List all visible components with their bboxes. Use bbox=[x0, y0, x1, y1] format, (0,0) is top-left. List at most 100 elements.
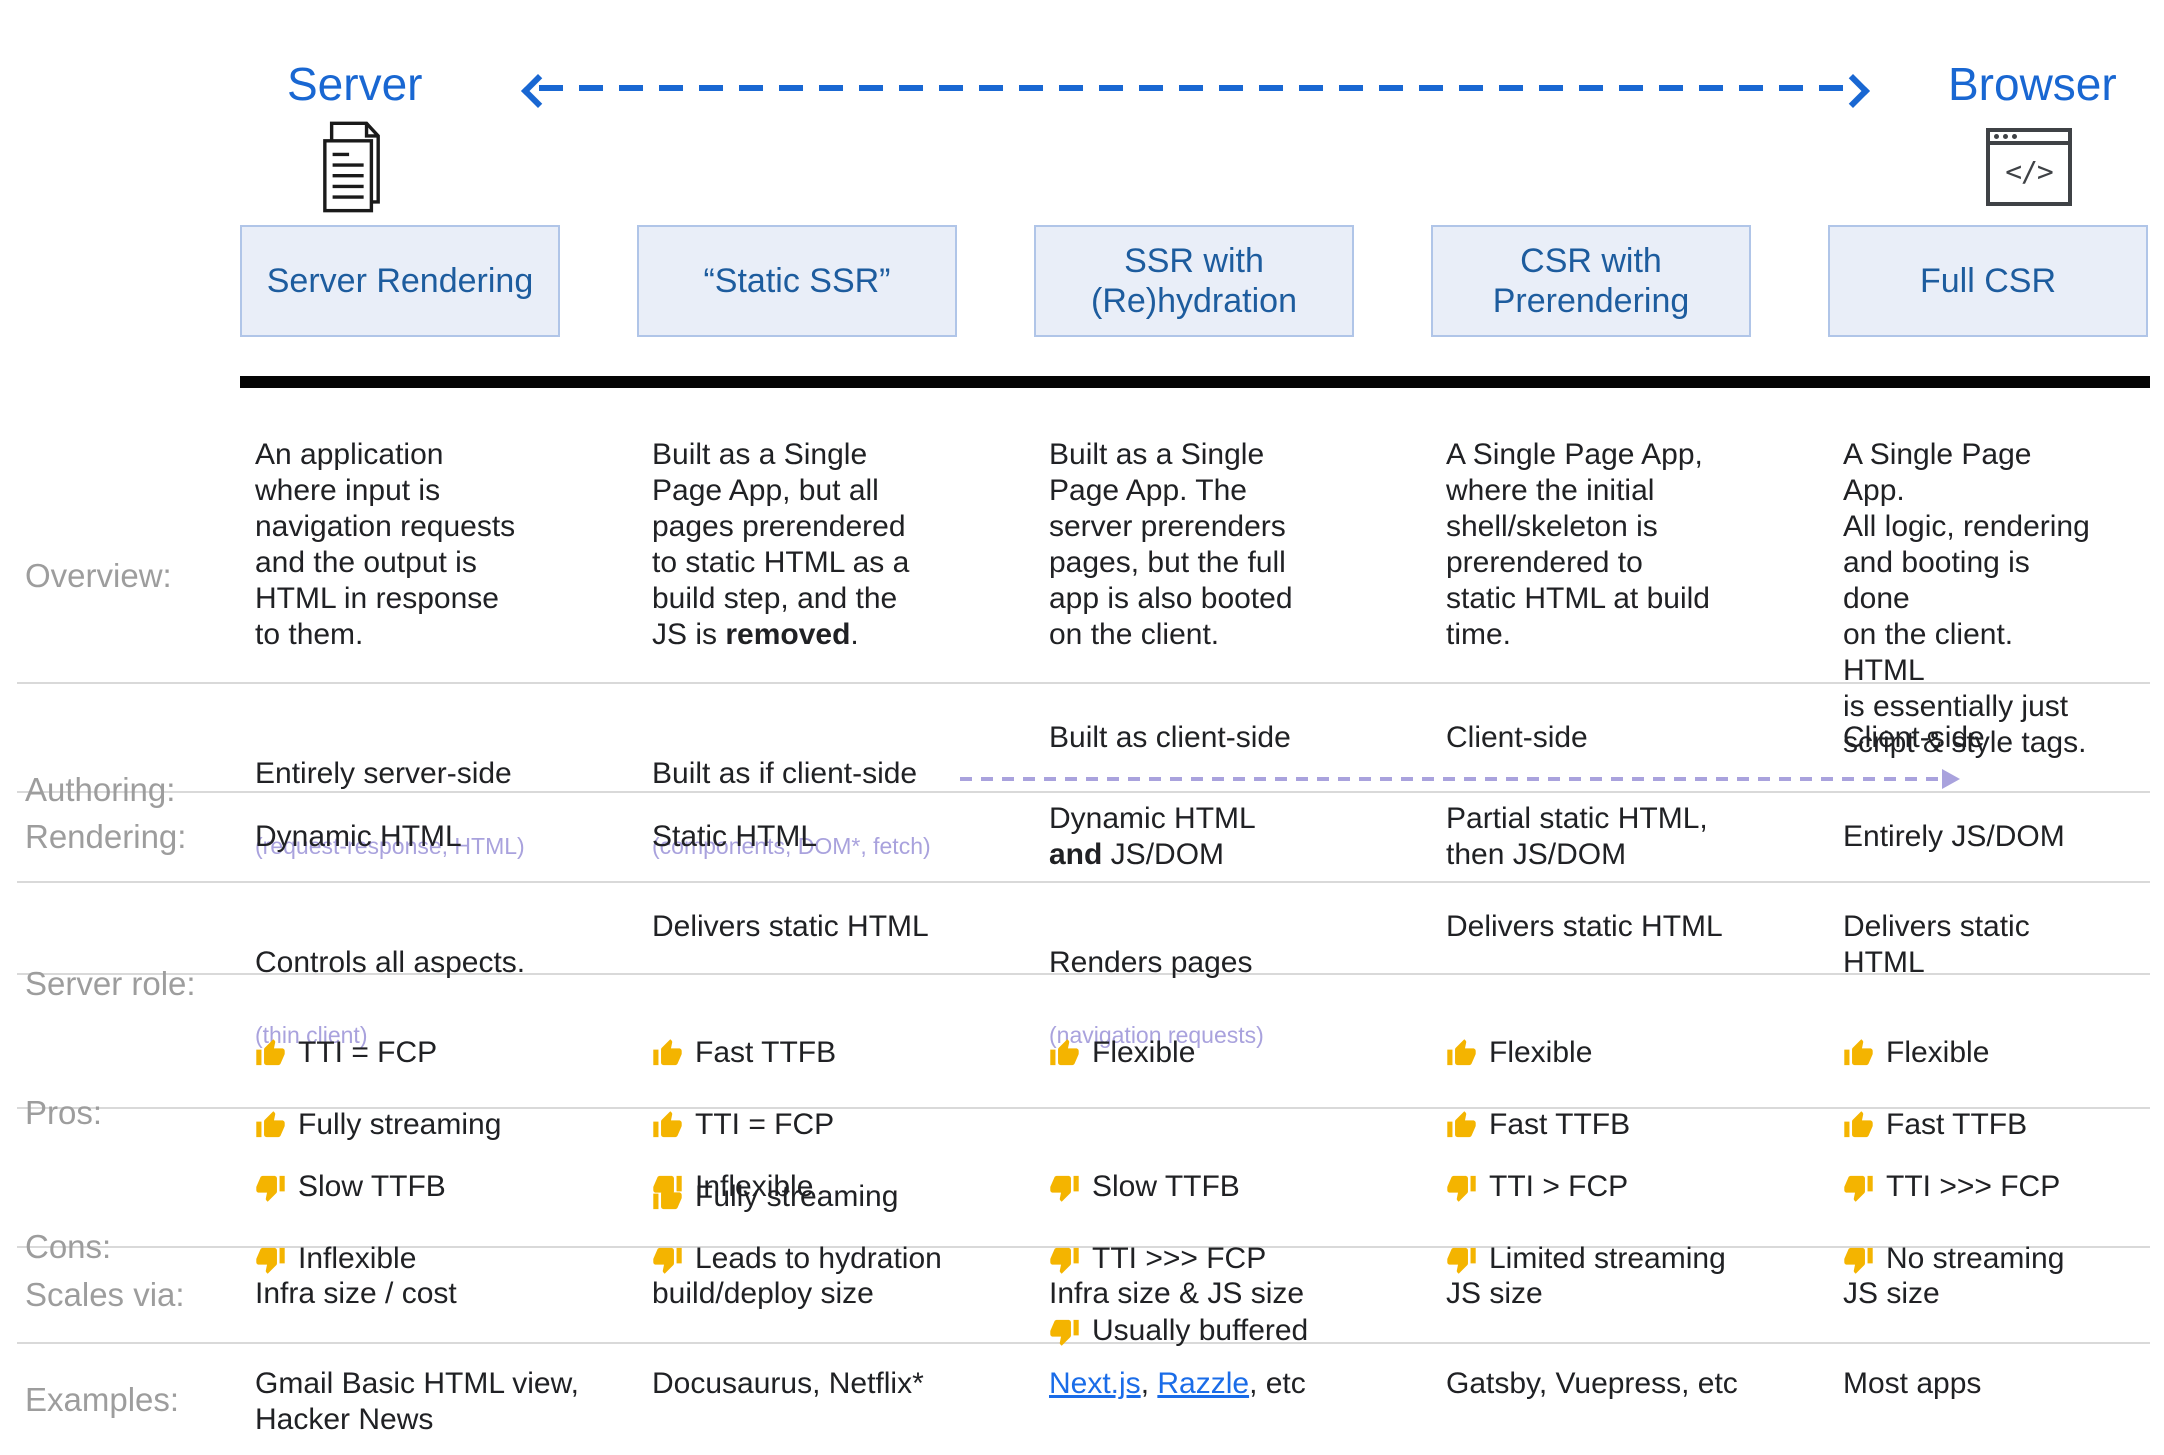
examples-cell: Gatsby, Vuepress, etc bbox=[1446, 1367, 1738, 1400]
row-label-authoring: Authoring: bbox=[25, 770, 176, 808]
cons-cell: Inflexible Leads to hydration bbox=[652, 1109, 1049, 1313]
thumbs-up-icon bbox=[1049, 1038, 1080, 1069]
table-row-authoring: Authoring: Entirely server-side (request… bbox=[17, 684, 2150, 859]
row-label-pros: Pros: bbox=[25, 1094, 103, 1131]
scales-via-cell: JS size bbox=[1843, 1277, 1940, 1310]
code-glyph: </> bbox=[2005, 155, 2054, 188]
browser-window-icon: </> bbox=[1986, 128, 2072, 206]
cons-cell: Slow TTFB TTI >>> FCP Usually buffered bbox=[1049, 1109, 1446, 1385]
rendering-cell: Static HTML bbox=[652, 820, 818, 853]
overview-cell: Built as a Single Page App. The server p… bbox=[1049, 438, 1293, 651]
row-label-cons: Cons: bbox=[25, 1228, 112, 1265]
row-label-scales-via: Scales via: bbox=[25, 1276, 185, 1313]
overview-cell: A Single Page App, where the initial she… bbox=[1446, 438, 1710, 651]
row-label-overview: Overview: bbox=[25, 556, 172, 594]
table-row-overview: Overview: An application where input is … bbox=[17, 390, 2150, 759]
spectrum-bar bbox=[240, 376, 2150, 388]
examples-cell: Next.js, Razzle, etc bbox=[1049, 1367, 1306, 1400]
cons-item: Leads to hydration bbox=[652, 1241, 989, 1277]
rendering-cell: Dynamic HTML and JS/DOM bbox=[1049, 802, 1256, 871]
nextjs-link[interactable]: Next.js bbox=[1049, 1367, 1141, 1400]
authoring-note: (request-response, HTML) bbox=[255, 833, 525, 859]
dashed-line bbox=[960, 777, 1944, 781]
authoring-cell: Client-side bbox=[1843, 721, 1985, 754]
cons-cell: Slow TTFB Inflexible bbox=[255, 1109, 652, 1313]
arrowhead-right-icon bbox=[1942, 769, 1960, 789]
row-label-examples: Examples: bbox=[25, 1380, 180, 1418]
table-row-rendering: Rendering: Dynamic HTML Static HTML Dyna… bbox=[17, 793, 2150, 883]
examples-cell: Most apps bbox=[1843, 1367, 1982, 1400]
pros-item: TTI = FCP bbox=[652, 1107, 989, 1143]
dot-icon bbox=[2012, 134, 2017, 139]
browser-titlebar bbox=[1990, 132, 2068, 145]
cons-cell: TTI >>> FCP No streaming bbox=[1843, 1109, 2150, 1313]
cons-item: TTI >>> FCP bbox=[1843, 1169, 2090, 1205]
cons-item: Limited streaming bbox=[1446, 1241, 1783, 1277]
table-row-server-role: Server role: Controls all aspects. (thin… bbox=[17, 883, 2150, 1048]
pros-cell: Flexible Fast TTFB bbox=[1843, 975, 2150, 1179]
column-header-csr-prerendering: CSR with Prerendering bbox=[1431, 225, 1751, 337]
authoring-cell: Built as client-side bbox=[1049, 721, 1291, 754]
thumbs-up-icon bbox=[1843, 1038, 1874, 1069]
rendering-cell: Entirely JS/DOM bbox=[1843, 820, 2065, 853]
column-header-full-csr: Full CSR bbox=[1828, 225, 2148, 337]
thumbs-down-icon bbox=[652, 1172, 683, 1203]
cons-cell: TTI > FCP Limited streaming bbox=[1446, 1109, 1843, 1313]
dot-icon bbox=[2003, 134, 2008, 139]
cons-item: Usually buffered bbox=[1049, 1313, 1386, 1349]
server-role-cell: Delivers static HTML bbox=[1446, 910, 1723, 943]
thumbs-down-icon bbox=[1049, 1316, 1080, 1347]
scales-via-cell: Infra size & JS size bbox=[1049, 1277, 1305, 1310]
server-role-cell: Renders pages (navigation requests) bbox=[1049, 883, 1446, 1084]
column-header-ssr-rehydration: SSR with (Re)hydration bbox=[1034, 225, 1354, 337]
table-row-cons: Cons: Slow TTFB Inflexible Inflexible Le… bbox=[17, 1109, 2150, 1347]
cons-item: TTI > FCP bbox=[1446, 1169, 1783, 1205]
pros-item: Flexible bbox=[1049, 1035, 1386, 1071]
row-label-server-role: Server role: bbox=[25, 964, 196, 1002]
authoring-cell: Client-side bbox=[1446, 721, 1588, 754]
pros-item: Fully streaming bbox=[652, 1179, 989, 1215]
thumbs-down-icon bbox=[1446, 1172, 1477, 1203]
overview-cell: An application where input is navigation… bbox=[255, 438, 516, 651]
table-row-scales-via: Scales via: Infra size / cost build/depl… bbox=[17, 1248, 2150, 1344]
cons-item: No streaming bbox=[1843, 1241, 2090, 1277]
razzle-link[interactable]: Razzle bbox=[1157, 1367, 1250, 1400]
authoring-cell: Built as if client-side (components, DOM… bbox=[652, 684, 1049, 895]
arrowhead-right-icon bbox=[1836, 74, 1870, 108]
pros-item: Flexible bbox=[1446, 1035, 1783, 1071]
thumbs-down-icon bbox=[1049, 1172, 1080, 1203]
pros-item: Fast TTFB bbox=[1843, 1107, 2090, 1143]
server-label: Server bbox=[287, 58, 423, 110]
table-row-examples: Examples: Gmail Basic HTML view, Hacker … bbox=[17, 1344, 2150, 1455]
thumbs-up-icon bbox=[1446, 1038, 1477, 1069]
pros-item: Flexible bbox=[1843, 1035, 2090, 1071]
thumbs-down-icon bbox=[255, 1172, 286, 1203]
pros-item: TTI = FCP bbox=[255, 1035, 592, 1071]
server-role-cell: Delivers static HTML bbox=[1843, 910, 2030, 979]
cons-item: Slow TTFB bbox=[255, 1169, 592, 1205]
overview-cell: A Single Page App. All logic, rendering … bbox=[1843, 438, 2090, 759]
cons-item: Slow TTFB bbox=[1049, 1169, 1386, 1205]
dashed-line bbox=[539, 85, 1852, 91]
column-header-static-ssr: “Static SSR” bbox=[637, 225, 957, 337]
server-role-cell: Delivers static HTML bbox=[652, 910, 929, 943]
cons-item: Inflexible bbox=[255, 1241, 592, 1277]
rendering-cell: Dynamic HTML bbox=[255, 820, 462, 853]
examples-cell: Gmail Basic HTML view, Hacker News bbox=[255, 1367, 579, 1436]
authoring-cell: Entirely server-side (request-response, … bbox=[255, 684, 652, 895]
server-role-note: (navigation requests) bbox=[1049, 1022, 1264, 1048]
pros-cell: Flexible Fast TTFB bbox=[1446, 975, 1843, 1179]
client-side-authoring-arrow bbox=[960, 769, 1960, 789]
scales-via-cell: Infra size / cost bbox=[255, 1277, 457, 1310]
pros-cell: TTI = FCP Fully streaming bbox=[255, 975, 652, 1179]
examples-cell: Docusaurus, Netflix* bbox=[652, 1367, 924, 1400]
table-row-pros: Pros: TTI = FCP Fully streaming Fast TTF… bbox=[17, 975, 2150, 1213]
server-pages-icon bbox=[323, 121, 380, 213]
comparison-table: Overview: An application where input is … bbox=[17, 390, 2150, 1455]
thumbs-down-icon bbox=[1843, 1172, 1874, 1203]
server-browser-arrow bbox=[521, 72, 1870, 108]
arrowhead-left-icon bbox=[521, 74, 555, 108]
rendering-cell: Partial static HTML, then JS/DOM bbox=[1446, 802, 1708, 871]
cons-item: Inflexible bbox=[652, 1169, 989, 1205]
